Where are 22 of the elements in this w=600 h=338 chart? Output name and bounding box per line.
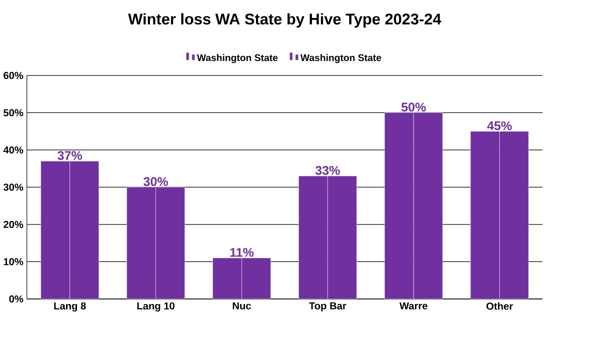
- y-tick-label: 0%: [9, 296, 24, 303]
- y-tick-label: 30%: [3, 184, 24, 191]
- data-label: 45%: [487, 122, 512, 130]
- x-tick-label: Top Bar: [309, 302, 346, 312]
- y-tick-label: 10%: [4, 258, 24, 266]
- y-tick-label: 40%: [3, 146, 24, 154]
- data-label: 33%: [315, 166, 340, 176]
- data-label: 11%: [230, 248, 254, 257]
- data-label: 37%: [58, 151, 82, 160]
- x-tick-label: Other: [486, 302, 513, 310]
- x-tick-label: Lang 10: [137, 302, 174, 312]
- x-tick-label: Lang 8: [54, 302, 86, 312]
- data-label: 30%: [144, 177, 168, 186]
- data-label: 50%: [401, 102, 426, 112]
- x-tick-label: Nuc: [232, 302, 251, 310]
- y-tick-label: 20%: [4, 221, 24, 228]
- legend-label: Washington State: [300, 54, 382, 64]
- x-tick-label: Warre: [399, 302, 428, 310]
- y-tick-label: 50%: [4, 109, 24, 116]
- chart-title: Winter loss WA State by Hive Type 2023-24: [128, 13, 442, 28]
- y-tick-label: 60%: [4, 72, 24, 80]
- legend-label: Washington State: [196, 54, 278, 64]
